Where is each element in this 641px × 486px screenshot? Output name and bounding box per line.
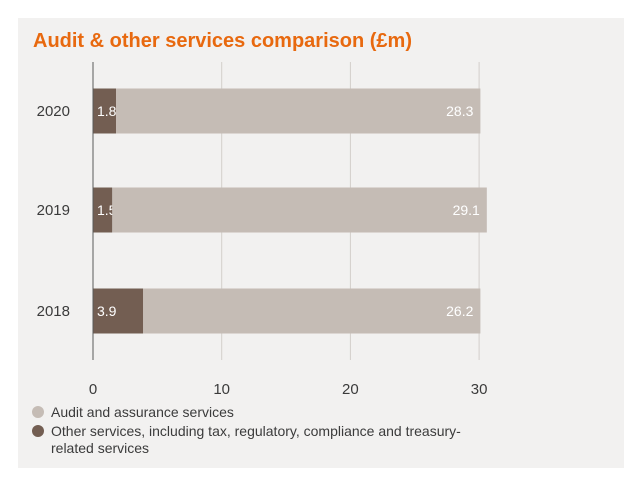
bar-chart: 1.8 28.3 2020 1.5 29.1 2019 3.9 26.2 2018 0 10 20 30 <box>37 62 488 398</box>
data-label-2018-audit: 26.2 <box>446 303 473 319</box>
bar-2018-audit <box>143 288 481 334</box>
chart-title: Audit & other services comparison (£m) <box>33 30 412 52</box>
y-tick-label-2019: 2019 <box>37 202 70 219</box>
y-tick-label-2020: 2020 <box>37 103 70 120</box>
data-label-2020-audit: 28.3 <box>446 103 473 119</box>
bar-2020-audit <box>116 88 481 134</box>
chart-panel: Audit & other services comparison (£m) 1… <box>18 18 624 468</box>
legend-swatch-other <box>32 425 44 437</box>
legend-item-other: Other services, including tax, regulator… <box>32 423 482 457</box>
x-tick-label-10: 10 <box>213 381 230 398</box>
chart-legend: Audit and assurance services Other servi… <box>32 404 482 459</box>
legend-label-audit: Audit and assurance services <box>51 404 234 420</box>
y-tick-label-2018: 2018 <box>37 303 70 320</box>
legend-label-other: Other services, including tax, regulator… <box>51 423 461 456</box>
legend-swatch-audit <box>32 406 44 418</box>
bar-2019-other <box>93 187 113 233</box>
data-label-2018-other: 3.9 <box>97 303 117 319</box>
bar-2019-audit <box>112 187 487 233</box>
x-tick-label-0: 0 <box>89 381 97 398</box>
x-tick-label-30: 30 <box>471 381 488 398</box>
data-label-2020-other: 1.8 <box>97 103 117 119</box>
legend-item-audit: Audit and assurance services <box>32 404 482 421</box>
bar-2018-other <box>93 288 144 334</box>
bar-2020-other <box>93 88 117 134</box>
x-tick-label-20: 20 <box>342 381 359 398</box>
data-label-2019-other: 1.5 <box>97 202 117 218</box>
data-label-2019-audit: 29.1 <box>453 202 480 218</box>
